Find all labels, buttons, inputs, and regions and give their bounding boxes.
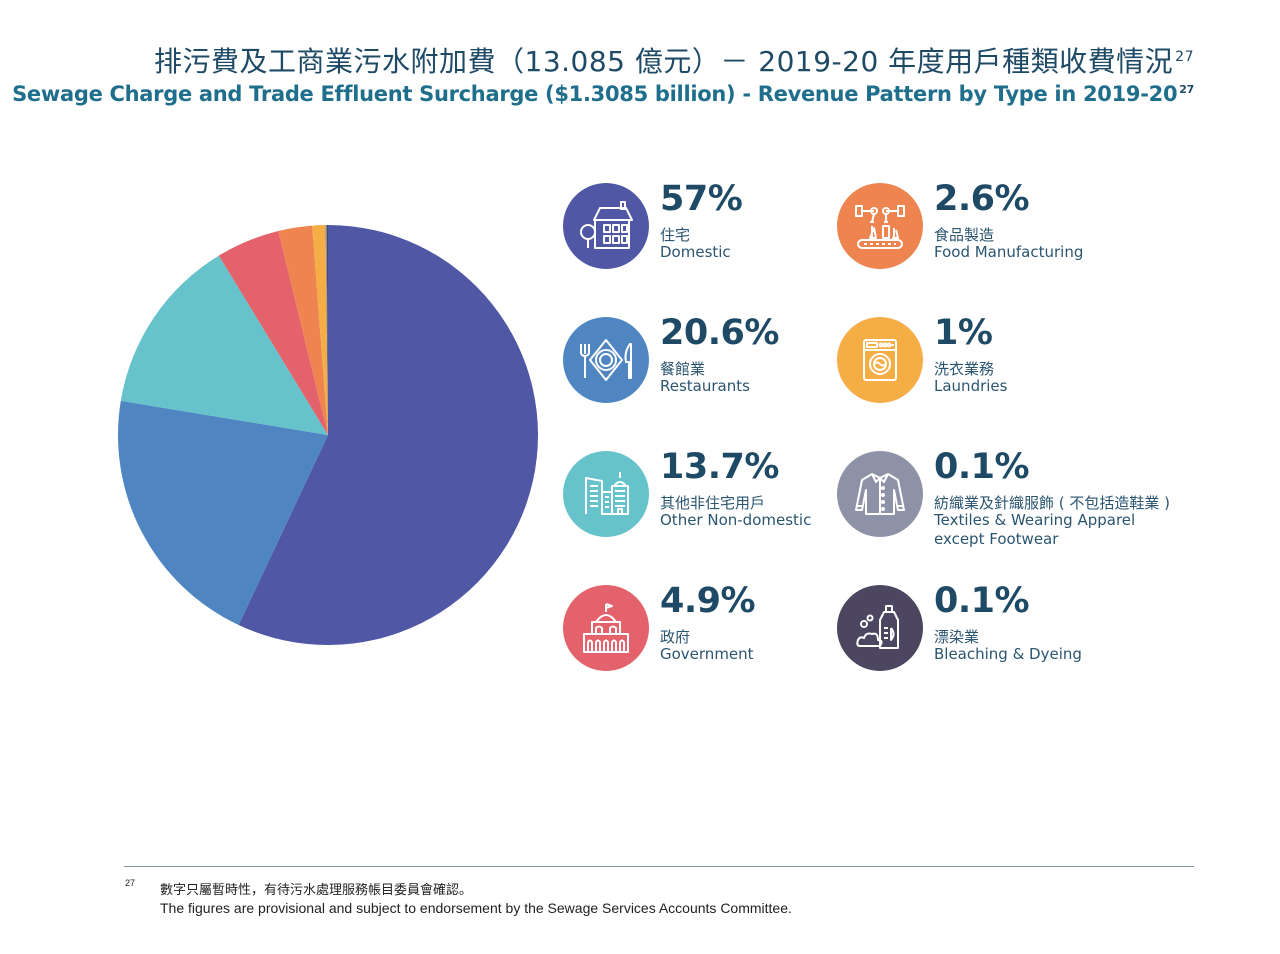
pie-slice-textiles [325, 225, 328, 435]
pie-chart [117, 225, 538, 645]
footnote-ref: 27 [1175, 48, 1194, 65]
legend-label-en-line2: except Footwear [934, 530, 1059, 548]
legend-badge [837, 183, 923, 269]
pie-slice-other [120, 255, 328, 435]
buildings-icon [585, 472, 629, 515]
legend-badge [563, 317, 649, 403]
legend-percent: 4.9% [660, 581, 756, 621]
legend-label-en: Textiles & Wearing Apparel except Footwea… [934, 511, 1135, 549]
legend-label-zh: 食品製造 [934, 226, 995, 244]
washing-machine-icon [863, 339, 897, 381]
legend-item-restaurants: 20.6% 餐館業 Restaurants [563, 313, 923, 437]
legend-badge [563, 585, 649, 671]
footnote-divider [124, 866, 1194, 867]
legend-label-en: Food Manufacturing [934, 243, 1084, 261]
legend-percent: 57% [660, 179, 743, 219]
detergent-bottle-icon [856, 605, 899, 649]
pie-slice-food [278, 225, 328, 435]
title-en-text: Sewage Charge and Trade Effluent Surchar… [12, 82, 1178, 106]
pie-slice-domestic [238, 225, 538, 645]
legend-label-zh: 其他非住宅用戶 [660, 494, 766, 512]
legend-percent: 1% [934, 313, 993, 353]
footnote-text-en: The figures are provisional and subject … [160, 900, 792, 916]
legend-label-zh: 紡織業及針織服飾 ( 不包括造鞋業 ) [934, 494, 1171, 512]
legend-item-bleaching-dyeing: 0.1% 漂染業 Bleaching & Dyeing [837, 581, 1197, 705]
legend-item-other-non-domestic: 13.7% 其他非住宅用戶 Other Non-domestic [563, 447, 923, 571]
pie-slice-restaurants [117, 400, 328, 626]
footnote-number: 27 [125, 878, 136, 888]
footnote-ref: 27 [1179, 83, 1194, 96]
legend-label-en-line1: Textiles & Wearing Apparel [934, 511, 1136, 529]
legend-badge [837, 451, 923, 537]
legend-badge [837, 317, 923, 403]
legend-label-en: Bleaching & Dyeing [934, 645, 1082, 663]
legend-item-laundries: 1% 洗衣業務 Laundries [837, 313, 1197, 437]
legend-percent: 20.6% [660, 313, 779, 353]
title-zh-text: 排污費及工商業污水附加費（13.085 億元）－ 2019-20 年度用戶種類收… [154, 45, 1174, 78]
legend-badge [563, 183, 649, 269]
legend-badge [837, 585, 923, 671]
chart-title-english: Sewage Charge and Trade Effluent Surchar… [12, 82, 1194, 106]
legend-item-food-manufacturing: 2.6% 食品製造 Food Manufacturing [837, 179, 1197, 303]
legend-label-en: Restaurants [660, 377, 750, 395]
legend-item-government: 4.9% 政府 Government [563, 581, 923, 705]
government-building-icon [583, 603, 629, 653]
pie-slice-bleaching [326, 225, 328, 435]
factory-robot-icon [855, 205, 905, 249]
pie-slice-government [218, 230, 328, 435]
pie-slice-laundries [312, 225, 328, 435]
legend-label-en: Other Non-domestic [660, 511, 812, 529]
legend-badge [563, 451, 649, 537]
legend-label-zh: 餐館業 [660, 360, 706, 378]
legend-label-en: Laundries [934, 377, 1008, 395]
legend-item-domestic: 57% 住宅 Domestic [563, 179, 923, 303]
legend-percent: 2.6% [934, 179, 1030, 219]
plate-cutlery-icon [580, 339, 632, 381]
legend-item-textiles: 0.1% 紡織業及針織服飾 ( 不包括造鞋業 ) Textiles & Wear… [837, 447, 1217, 571]
legend-label-en: Domestic [660, 243, 731, 261]
footnote-text-zh: 數字只屬暫時性，有待污水處理服務帳目委員會確認。 [160, 882, 473, 897]
legend-label-zh: 洗衣業務 [934, 360, 995, 378]
legend-label-zh: 漂染業 [934, 628, 980, 646]
legend-percent: 0.1% [934, 447, 1030, 487]
legend-label-zh: 住宅 [660, 226, 691, 244]
chart-title-chinese: 排污費及工商業污水附加費（13.085 億元）－ 2019-20 年度用戶種類收… [154, 40, 1194, 80]
legend-label-en: Government [660, 645, 754, 663]
shirt-icon [855, 473, 905, 515]
house-icon [580, 201, 633, 249]
legend-percent: 0.1% [934, 581, 1030, 621]
legend-percent: 13.7% [660, 447, 779, 487]
legend-label-zh: 政府 [660, 628, 691, 646]
